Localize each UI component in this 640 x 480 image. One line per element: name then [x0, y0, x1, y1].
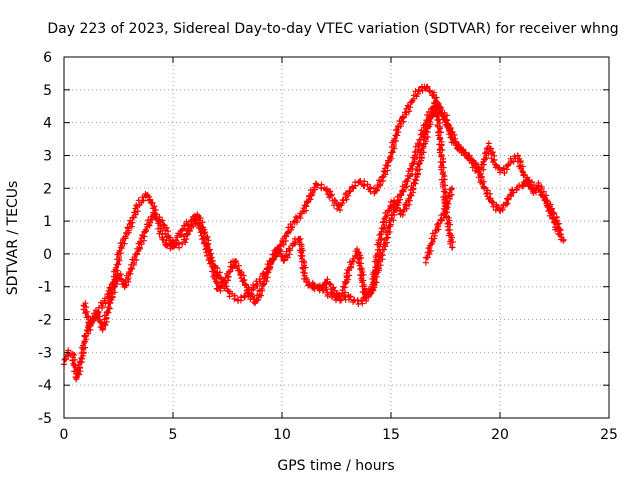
y-tick-label: 0 — [43, 247, 52, 263]
y-tick-label: 4 — [43, 116, 52, 132]
x-axis-label: GPS time / hours — [277, 458, 394, 474]
y-tick-label: -1 — [38, 280, 52, 296]
y-tick-label: -5 — [38, 411, 52, 427]
series-late — [422, 185, 456, 266]
x-tick-label: 25 — [600, 427, 618, 443]
y-tick-label: -4 — [38, 378, 52, 394]
axes: 0 5 10 15 20 25 -5 -4 -3 -2 -1 0 1 2 3 4 5 6 — [38, 50, 618, 443]
series-tertiary — [307, 99, 456, 307]
series-markers-main — [61, 83, 567, 383]
y-tick-label: 1 — [43, 214, 52, 230]
y-tick-label: 3 — [43, 148, 52, 164]
y-tick-label: 5 — [43, 83, 52, 99]
x-tick-label: 0 — [60, 427, 69, 443]
chart-title: Day 223 of 2023, Sidereal Day-to-day VTE… — [47, 21, 618, 37]
y-axis-label: SDTVAR / TECUs — [5, 181, 21, 296]
plot-area — [61, 83, 567, 383]
y-tick-label: -2 — [38, 313, 52, 329]
series-markers-late — [422, 185, 456, 266]
y-tick-label: -3 — [38, 345, 52, 361]
series-secondary — [80, 101, 565, 333]
series-main — [61, 83, 567, 383]
x-tick-label: 20 — [491, 427, 509, 443]
y-tick-label: 6 — [43, 50, 52, 66]
x-tick-label: 5 — [169, 427, 178, 443]
series-markers-tertiary — [307, 99, 456, 307]
grid — [64, 57, 609, 418]
series-markers-secondary — [80, 101, 565, 333]
y-tick-label: 2 — [43, 181, 52, 197]
plot-frame — [63, 56, 610, 419]
x-tick-label: 15 — [382, 427, 400, 443]
x-tick-label: 10 — [273, 427, 291, 443]
